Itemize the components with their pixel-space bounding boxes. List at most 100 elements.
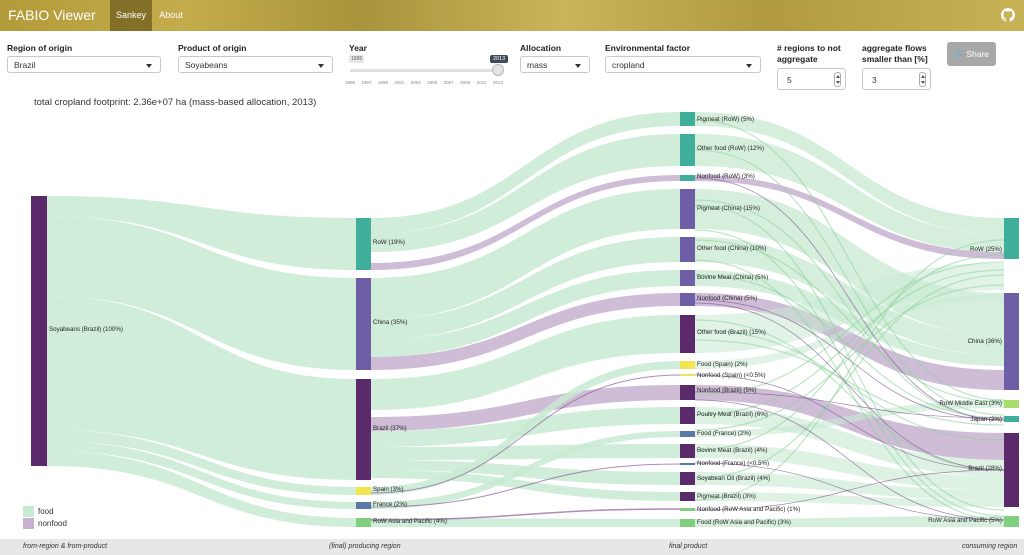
node-label-product: Other food (RoW) (12%): [697, 145, 764, 152]
node-label-product: Pigmeat (Brazil) (3%): [697, 493, 756, 500]
node-product[interactable]: [680, 431, 695, 437]
sankey-link: [694, 302, 1005, 471]
node-product[interactable]: [680, 189, 695, 229]
node-label-product: Nonfood (Spain) (<0.5%): [697, 372, 766, 379]
column-label-producing: (final) producing region: [329, 543, 401, 550]
node-product[interactable]: [680, 472, 695, 485]
sankey-link: [694, 269, 1005, 416]
node-label-product: Poultry Meat (Brazil) (6%): [697, 411, 768, 418]
column-footer: [0, 539, 1024, 555]
sankey-link: [47, 451, 356, 527]
node-consuming[interactable]: [1004, 293, 1019, 390]
node-producing[interactable]: [356, 379, 371, 480]
node-consuming[interactable]: [1004, 218, 1019, 259]
sankey-link: [695, 134, 1004, 252]
year-tick: 2003: [410, 80, 421, 85]
node-product[interactable]: [680, 374, 695, 376]
aggregate-flows-input[interactable]: 3: [862, 68, 931, 90]
node-product[interactable]: [680, 385, 695, 400]
legend-nonfood-swatch: [23, 518, 34, 529]
sankey-link: [371, 315, 680, 410]
node-producing[interactable]: [356, 218, 371, 270]
node-product[interactable]: [680, 134, 695, 166]
tab-about[interactable]: About: [159, 10, 183, 20]
node-label-product: Nonfood (France) (<0.5%): [697, 460, 769, 467]
sankey-link: [695, 407, 1004, 476]
sankey-link: [694, 391, 1005, 419]
env-factor-value: cropland: [612, 60, 645, 70]
regions-not-aggregate-input[interactable]: 5: [777, 68, 846, 90]
node-label-product: Soyabean Oil (Brazil) (4%): [697, 475, 770, 482]
node-product[interactable]: [680, 293, 695, 306]
node-product[interactable]: [680, 112, 695, 126]
node-label-producing: France (2%): [373, 501, 407, 508]
sankey-link: [694, 274, 1005, 479]
node-soyabeans-brazil[interactable]: [31, 196, 47, 466]
node-product[interactable]: [680, 519, 695, 527]
node-label-consuming: RoW (25%): [970, 246, 1002, 253]
node-producing[interactable]: [356, 487, 371, 495]
github-icon[interactable]: [1001, 8, 1015, 22]
sankey-link: [694, 399, 1005, 521]
sankey-link: [694, 119, 1005, 401]
sankey-link: [371, 518, 680, 527]
node-label-product: Bovine Meat (China) (5%): [697, 274, 768, 281]
node-label-product: Food (RoW Asia and Pacific) (3%): [697, 519, 791, 526]
sankey-link: [371, 385, 680, 431]
node-product[interactable]: [680, 315, 695, 353]
node-consuming[interactable]: [1004, 433, 1019, 507]
node-product[interactable]: [680, 492, 695, 501]
sankey-link: [695, 112, 1004, 234]
node-product[interactable]: [680, 237, 695, 262]
region-label: Region of origin: [7, 43, 73, 53]
stepper-icon[interactable]: [834, 72, 841, 87]
node-product[interactable]: [680, 463, 695, 465]
node-consuming[interactable]: [1004, 416, 1019, 422]
node-label-product: Nonfood (China) (5%): [697, 295, 757, 302]
column-label-consuming: consuming region: [962, 543, 1018, 550]
node-producing[interactable]: [356, 518, 371, 527]
stepper-icon[interactable]: [919, 72, 926, 87]
node-label-product: Food (Spain) (2%): [697, 361, 748, 368]
sankey-link: [694, 239, 1005, 403]
year-tick: 1997: [361, 80, 372, 85]
share-button[interactable]: 🔗 Share: [947, 42, 996, 66]
sankey-link: [695, 492, 1004, 507]
node-product[interactable]: [680, 175, 695, 181]
sankey-link: [370, 463, 681, 508]
sankey-link: [694, 274, 1005, 419]
regions-not-aggregate-label-line1: # regions to not: [777, 43, 841, 53]
env-factor-select[interactable]: cropland: [605, 56, 761, 73]
node-product[interactable]: [680, 407, 695, 424]
node-consuming[interactable]: [1004, 516, 1019, 527]
node-label-producing: Spain (3%): [373, 486, 404, 493]
sankey-link: [695, 293, 1004, 390]
allocation-select[interactable]: mass: [520, 56, 590, 73]
sankey-link: [371, 134, 680, 252]
year-slider-handle[interactable]: [492, 64, 504, 76]
allocation-value: mass: [527, 60, 548, 70]
year-tick: 2007: [443, 80, 454, 85]
tab-sankey[interactable]: Sankey: [110, 0, 152, 31]
sankey-link: [370, 374, 681, 494]
node-product[interactable]: [680, 361, 695, 369]
regions-not-aggregate-label-line2: aggregate: [777, 54, 818, 64]
sankey-link: [695, 400, 1004, 437]
sankey-link: [694, 319, 1005, 471]
product-select[interactable]: Soyabeans: [178, 56, 333, 73]
region-value: Brazil: [14, 60, 36, 70]
node-product[interactable]: [680, 444, 695, 458]
node-label-consuming: RoW Asia and Pacific (5%): [928, 517, 1002, 524]
node-producing[interactable]: [356, 278, 371, 370]
footprint-summary: total cropland footprint: 2.36e+07 ha (m…: [34, 97, 317, 108]
link-icon: 🔗: [953, 50, 964, 59]
year-tick: 2011: [476, 80, 487, 85]
node-producing[interactable]: [356, 502, 371, 509]
region-select[interactable]: Brazil: [7, 56, 161, 73]
regions-not-aggregate-label: # regions to not aggregate: [777, 43, 841, 65]
sankey-link: [371, 293, 680, 370]
node-product[interactable]: [680, 270, 695, 286]
node-consuming[interactable]: [1004, 400, 1019, 408]
node-product[interactable]: [680, 508, 695, 511]
sankey-link: [694, 199, 1005, 421]
